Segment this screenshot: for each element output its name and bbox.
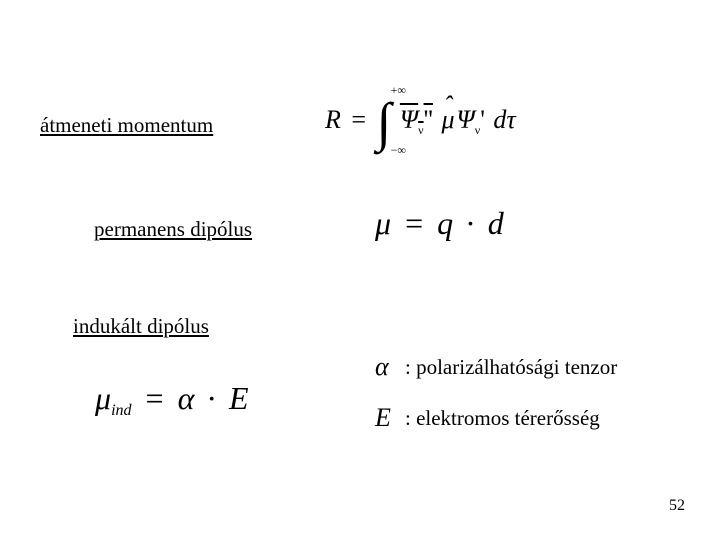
sym-cdot-2: · bbox=[206, 380, 217, 416]
page-number: 52 bbox=[669, 497, 685, 515]
int-lower-limit: −∞ bbox=[391, 143, 406, 158]
integral-sign: ∫ bbox=[377, 95, 392, 149]
sym-equals-3: = bbox=[146, 380, 164, 416]
sym-alpha: α bbox=[375, 352, 389, 382]
dtau: dτ bbox=[493, 105, 515, 134]
formula-induced-dipole: μind = α · E bbox=[95, 380, 249, 420]
sym-q: q bbox=[437, 205, 453, 241]
sym-alpha-f: α bbox=[178, 380, 195, 416]
sym-E: E bbox=[375, 403, 391, 433]
desc-efield: : elektromos térerősség bbox=[405, 406, 600, 431]
sym-equals-2: = bbox=[405, 205, 423, 241]
label-transitional-momentum: átmeneti momentum bbox=[40, 113, 213, 138]
sym-cdot-1: · bbox=[465, 205, 476, 241]
slide-page: átmeneti momentum R = +∞ ∫ −∞ Ψν'' μΨν' … bbox=[0, 0, 720, 540]
psi-bra: Ψν'' bbox=[400, 105, 433, 134]
label-permanent-dipole: permanens dipólus bbox=[94, 217, 252, 242]
psi-ket: Ψ bbox=[457, 105, 475, 134]
mu-ind-sub: ind bbox=[111, 402, 131, 419]
E-vec: E bbox=[229, 380, 249, 417]
sym-R: R bbox=[325, 105, 341, 134]
mu-ind-vec: μ bbox=[95, 380, 111, 417]
label-induced-dipole: indukált dipólus bbox=[73, 314, 209, 339]
formula-permanent-dipole: μ = q · d bbox=[375, 205, 504, 242]
mu-vec: μ bbox=[375, 205, 391, 242]
sym-equals: = bbox=[351, 105, 366, 134]
formula-transition-moment: R = +∞ ∫ −∞ Ψν'' μΨν' dτ bbox=[325, 95, 516, 149]
mu-operator: μ bbox=[441, 105, 454, 135]
desc-alpha: : polarizálhatósági tenzor bbox=[405, 355, 617, 380]
int-upper-limit: +∞ bbox=[391, 83, 406, 98]
d-vec: d bbox=[488, 205, 504, 242]
